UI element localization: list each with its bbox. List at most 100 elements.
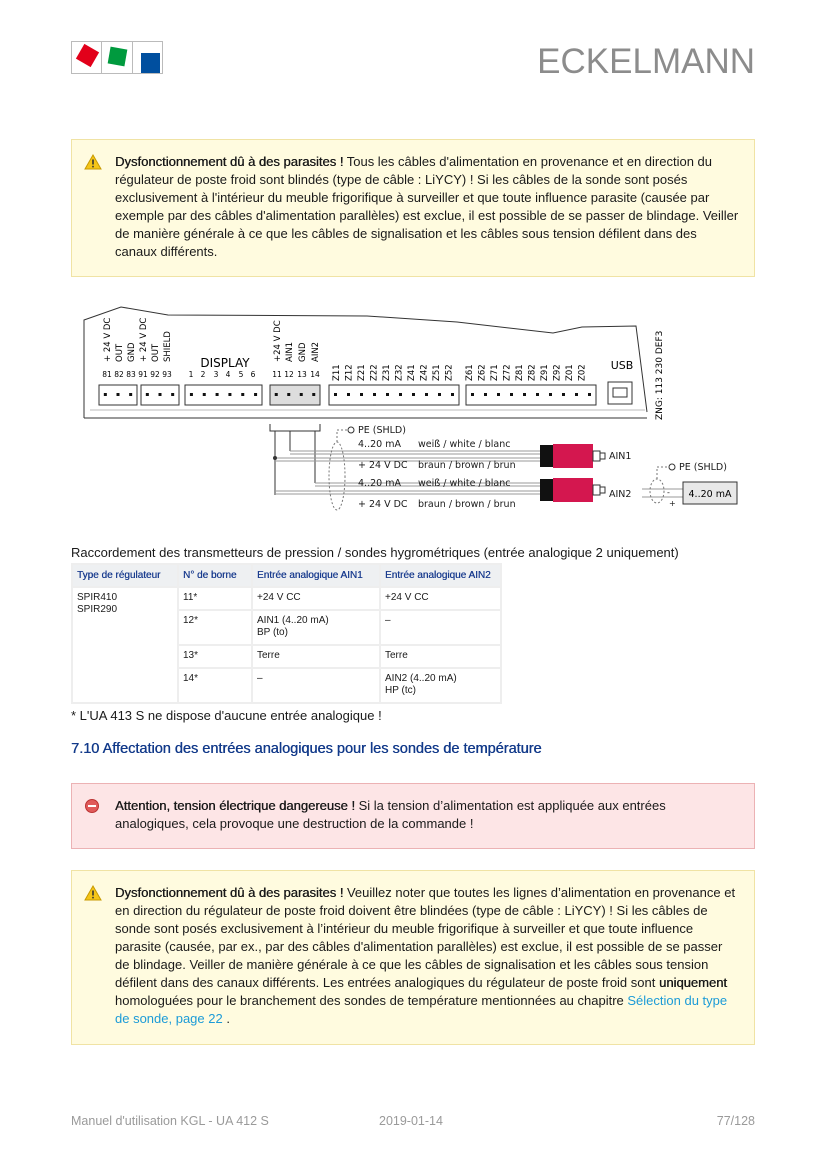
terminal-label: + 24 V DC: [139, 318, 149, 362]
terminal-pin: [145, 393, 149, 396]
terminal-table: Type de régulateur N° de borne Entrée an…: [71, 563, 502, 704]
terminal-label: AIN2: [311, 342, 321, 362]
terminal-pin: [202, 393, 206, 396]
terminal-label: Z11: [332, 364, 342, 381]
terminal-block-display: [184, 384, 263, 406]
terminal-pin: [497, 393, 500, 396]
terminal-number: 4: [226, 370, 231, 379]
table-row: 12* AIN1 (4..20 mA) BP (to) –: [72, 609, 502, 646]
terminal-number-cell: 14*: [177, 667, 253, 704]
terminal-pin: [287, 393, 291, 396]
warning-text: Tous les câbles d'alimentation en proven…: [115, 154, 739, 259]
wire-color-white: weiß / white / blanc: [418, 439, 510, 450]
type-cell: SPIR410 SPIR290: [71, 586, 179, 704]
terminal-label: OUT: [151, 343, 161, 362]
footer-page: 77/128: [716, 1114, 755, 1128]
terminal-pin: [299, 393, 303, 396]
sensor-box-label: 4..20 mA: [689, 489, 732, 500]
terminal-label: Z22: [370, 364, 380, 381]
terminal-pin: [254, 393, 258, 396]
terminal-label: Z71: [490, 364, 500, 381]
terminal-pin: [158, 393, 162, 396]
supply-label: + 24 V DC: [358, 460, 408, 471]
table-row: SPIR410 SPIR290 11* +24 V CC +24 V CC: [71, 586, 502, 704]
warning-box-parasites-2: Dysfonctionnement dû à des parasites ! V…: [71, 870, 755, 1045]
terminal-label: GND: [127, 342, 137, 362]
ain2-cell: AIN2 (4..20 mA) HP (tc): [379, 667, 502, 704]
sensor-box: [682, 481, 738, 505]
ain1-label: AIN1: [609, 451, 631, 462]
cell-line: HP (tc): [385, 685, 416, 696]
terminal-pin: [189, 393, 193, 396]
terminal-pin: [523, 393, 526, 396]
terminal-pin: [425, 393, 428, 396]
terminal-pin: [360, 393, 363, 396]
terminal-pin: [171, 393, 175, 396]
shield-icon: [328, 441, 346, 511]
terminal-label: Z42: [420, 364, 430, 381]
ain1-cell: Terre: [251, 644, 381, 669]
terminal-number: 81: [102, 370, 112, 379]
pe-shld-label: PE (SHLD): [679, 462, 727, 473]
terminal-pin: [334, 393, 337, 396]
terminal-pin: [386, 393, 389, 396]
terminal-number: 83: [126, 370, 136, 379]
terminal-label: Z62: [478, 364, 488, 381]
warning-triangle-icon: [84, 885, 102, 901]
plug-ain2: [540, 478, 606, 502]
warning-text: .: [222, 1011, 230, 1026]
chapter-link[interactable]: Sélection du type de sonde, page 22: [115, 993, 728, 1026]
terminal-label: Z21: [357, 364, 367, 381]
terminal-pin: [241, 393, 245, 396]
brand-wordmark: ECKELMANN: [537, 42, 755, 81]
terminal-number-cell: 11*: [177, 586, 253, 611]
terminal-number-cell: 12*: [177, 609, 253, 646]
warning-triangle-icon: [84, 154, 102, 170]
ain1-cell: +24 V CC: [251, 586, 381, 611]
table-header: N° de borne: [177, 563, 253, 588]
terminal-label: Z41: [407, 364, 417, 381]
terminal-pin: [549, 393, 552, 396]
terminal-block-z2: [465, 384, 597, 406]
terminal-number: 82: [114, 370, 124, 379]
footnote: * L'UA 413 S ne dispose d'aucune entrée …: [71, 708, 382, 723]
terminal-block-ain: [269, 384, 321, 406]
signal-label: 4..20 mA: [358, 478, 401, 489]
terminal-block-z1: [328, 384, 460, 406]
ain1-cell: AIN1 (4..20 mA) BP (to): [251, 609, 381, 646]
terminal-pin: [373, 393, 376, 396]
terminal-number: 13: [297, 370, 307, 379]
terminal-label: +24 V DC: [273, 320, 283, 362]
terminal-pin: [399, 393, 402, 396]
warning-text: Veuillez noter que toutes les lignes d’a…: [115, 885, 736, 990]
wire-color-brown: braun / brown / brun: [418, 460, 516, 471]
danger-title: Attention, tension électrique dangereuse…: [115, 798, 355, 813]
display-label: DISPLAY: [200, 356, 250, 370]
terminal-number: 3: [214, 370, 219, 379]
terminal-pin: [562, 393, 565, 396]
signal-label: 4..20 mA: [358, 439, 401, 450]
table-row: 14* – AIN2 (4..20 mA) HP (tc): [72, 667, 502, 704]
cell-line: +24 V CC: [385, 592, 429, 603]
stop-circle-icon: [85, 799, 99, 813]
terminal-pin: [116, 393, 120, 396]
cell-line: +24 V CC: [257, 592, 301, 603]
terminal-label: Z91: [540, 364, 550, 381]
cell-line: –: [257, 673, 263, 684]
terminal-pin: [484, 393, 487, 396]
cell-line: Terre: [385, 650, 408, 661]
controller-type: SPIR410: [77, 592, 118, 603]
danger-text: Si la tension d’alimentation est appliqu…: [115, 798, 666, 831]
terminal-number: 12: [284, 370, 294, 379]
terminal-pin: [438, 393, 441, 396]
terminal-pin: [228, 393, 232, 396]
terminal-pin: [451, 393, 454, 396]
terminal-number: 91: [138, 370, 148, 379]
terminal-number: 1: [189, 370, 194, 379]
terminal-pin: [347, 393, 350, 396]
warning-title: Dysfonctionnement dû à des parasites !: [115, 885, 344, 900]
terminal-pin: [412, 393, 415, 396]
ain1-cell: –: [251, 667, 381, 704]
terminal-label: Z01: [565, 364, 575, 381]
